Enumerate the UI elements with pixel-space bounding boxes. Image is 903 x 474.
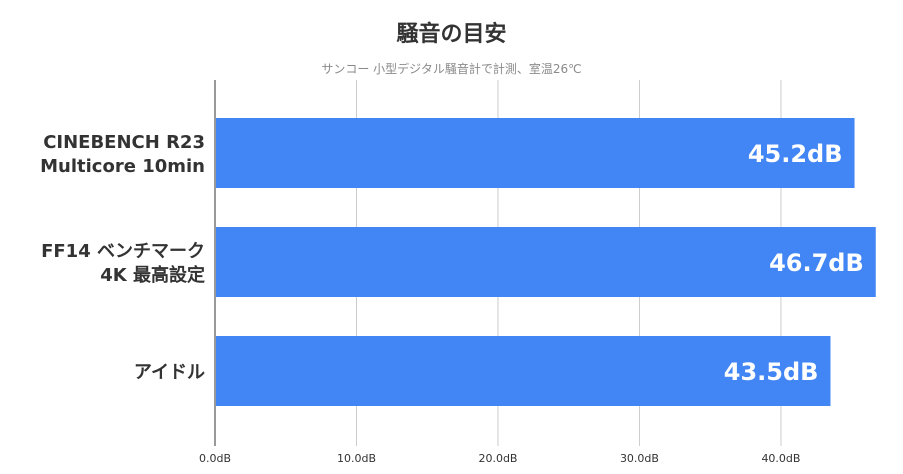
x-tick-label: 20.0dB [478,452,517,465]
category-label: CINEBENCH R23 [43,132,205,153]
bar [216,336,831,406]
data-label: 46.7dB [769,249,864,277]
x-tick-label: 10.0dB [337,452,376,465]
x-tick-label: 30.0dB [620,452,659,465]
chart-subtitle: サンコー 小型デジタル騒音計で計測、室温26℃ [321,62,582,76]
x-tick-label: 0.0dB [199,452,231,465]
category-label: 4K 最高設定 [100,264,205,286]
category-label: FF14 ベンチマーク [41,241,205,262]
category-label: Multicore 10min [40,156,205,177]
bar [216,227,876,297]
data-label: 45.2dB [748,140,843,168]
bar [216,118,855,188]
data-label: 43.5dB [724,358,819,386]
category-label: アイドル [134,362,205,383]
chart-title: 騒音の目安 [396,22,507,47]
x-tick-label: 40.0dB [761,452,800,465]
